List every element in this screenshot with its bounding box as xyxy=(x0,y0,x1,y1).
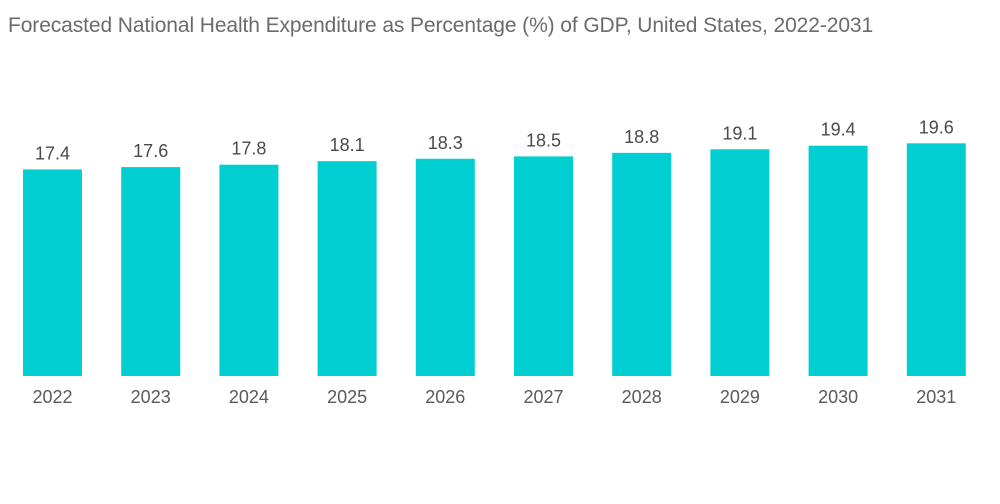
bar-2023 xyxy=(121,167,181,376)
bar-2022 xyxy=(23,169,82,376)
x-tick-2031: 2031 xyxy=(916,387,956,407)
x-tick-2025: 2025 xyxy=(327,387,367,407)
bar-2024 xyxy=(219,164,279,376)
bar-2030 xyxy=(808,145,868,376)
data-label-2022: 17.4 xyxy=(35,143,70,163)
x-tick-2024: 2024 xyxy=(229,387,269,407)
chart-title: Forecasted National Health Expenditure a… xyxy=(8,14,874,37)
data-label-2026: 18.3 xyxy=(428,133,463,153)
data-label-2027: 18.5 xyxy=(526,130,561,150)
data-label-2024: 17.8 xyxy=(231,139,266,159)
bar-2026 xyxy=(415,158,475,376)
x-tick-2026: 2026 xyxy=(425,387,465,407)
bar-2027 xyxy=(514,156,573,376)
x-tick-2027: 2027 xyxy=(523,387,563,407)
data-label-2031: 19.6 xyxy=(919,117,954,137)
x-tick-2023: 2023 xyxy=(131,387,171,407)
data-label-2029: 19.1 xyxy=(722,123,757,143)
bar-2031 xyxy=(906,143,966,376)
bar-2029 xyxy=(710,149,770,376)
data-label-2030: 19.4 xyxy=(821,120,856,140)
data-label-2025: 18.1 xyxy=(330,135,365,155)
data-label-2023: 17.6 xyxy=(133,141,168,161)
x-tick-2022: 2022 xyxy=(32,387,72,407)
x-tick-2029: 2029 xyxy=(720,387,760,407)
data-label-2028: 18.8 xyxy=(624,127,659,147)
bar-2028 xyxy=(612,152,672,376)
bar-2025 xyxy=(317,161,377,376)
x-tick-2030: 2030 xyxy=(818,387,858,407)
x-tick-2028: 2028 xyxy=(622,387,662,407)
